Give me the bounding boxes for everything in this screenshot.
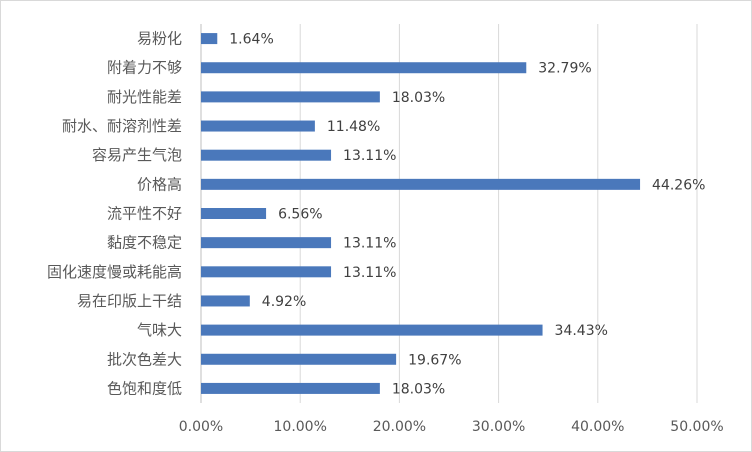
category-label: 气味大 [137,321,182,339]
bar [201,324,543,336]
data-label: 13.11% [343,236,396,252]
bar [201,295,250,307]
category-label: 色饱和度低 [107,379,182,397]
bar [201,178,641,190]
data-label: 44.26% [652,177,705,193]
x-tick-label: 40.00% [571,419,624,435]
x-tick-label: 0.00% [179,419,223,435]
data-label: 34.43% [555,323,608,339]
data-label: 18.03% [392,381,445,397]
bar [201,208,267,219]
data-label: 19.67% [408,352,461,368]
category-label: 批次色差大 [107,350,182,368]
x-tick-label: 10.00% [274,419,327,435]
category-label: 价格高 [137,175,182,193]
category-label: 耐水、耐溶剂性差 [62,117,182,135]
data-label: 13.11% [343,265,396,281]
data-label: 13.11% [343,148,396,164]
category-label: 容易产生气泡 [92,146,182,164]
data-label: 11.48% [327,119,380,135]
category-label: 固化速度慢或耗能高 [47,263,182,281]
bar [201,382,380,394]
category-label: 易粉化 [137,30,182,48]
bar [201,266,332,278]
data-labels: 1.64% 32.79% 18.03% 11.48% 13.11% 44.26% 6.56%… [229,32,705,398]
bars [201,33,641,394]
data-label: 6.56% [278,207,322,223]
category-label: 易在印版上干结 [77,292,182,310]
x-tick-label: 30.00% [472,419,525,435]
x-tick-label: 50.00% [670,419,723,435]
bar [201,120,315,132]
bar [201,353,397,365]
bar [201,62,527,74]
category-label: 附着力不够 [107,59,182,77]
data-label: 1.64% [229,32,273,48]
bar [201,237,332,249]
x-tick-label: 20.00% [373,419,426,435]
category-label: 黏度不稳定 [107,234,182,252]
category-label: 流平性不好 [107,205,182,223]
bar [201,91,380,103]
bar [201,149,332,161]
bar [201,33,218,45]
data-label: 4.92% [262,294,306,310]
x-axis-tick-labels: 0.00% 10.00% 20.00% 30.00% 40.00% 50.00% [179,419,724,435]
category-labels: 易粉化附着力不够耐光性能差耐水、耐溶剂性差容易产生气泡价格高流平性不好黏度不稳定… [47,30,182,398]
data-label: 18.03% [392,90,445,106]
category-label: 耐光性能差 [107,88,182,106]
data-label: 32.79% [538,61,591,77]
gridlines [200,24,698,403]
